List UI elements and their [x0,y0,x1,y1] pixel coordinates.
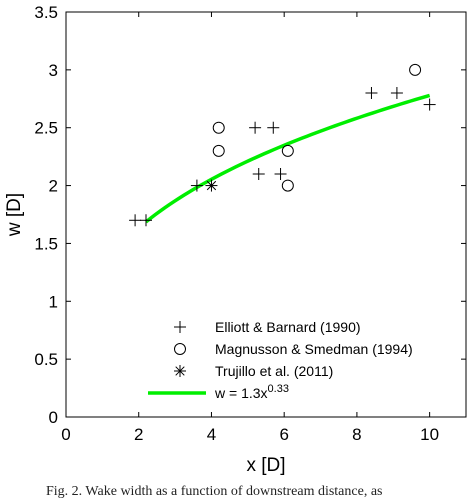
y-axis-label: w [D] [4,193,25,237]
x-tick-label: 2 [134,425,143,444]
legend-marker-plus [174,321,186,333]
y-tick-label: 1.5 [34,234,58,253]
data-point-plus [252,168,265,180]
y-tick-label: 2.5 [34,119,58,138]
data-point-plus [190,179,203,192]
y-tick-label: 3.5 [34,3,58,22]
y-tick-label: 0 [49,408,58,427]
fit-curve [144,93,431,224]
figure-caption: Fig. 2. Wake width as a function of down… [46,484,383,499]
data-point-plus [365,87,378,99]
legend-marker-circle [174,343,186,355]
x-tick-label: 6 [279,425,288,444]
x-axis-label: x [D] [246,455,285,476]
legend-label: Elliott & Barnard (1990) [215,319,361,335]
legend-label: w = 1.3x0.33 [214,383,289,401]
legend-label: Trujillo et al. (2011) [215,363,333,379]
x-tick-label: 0 [61,425,70,444]
x-tick-label: 4 [207,425,216,444]
y-tick-label: 3 [49,61,58,80]
data-point-circle [409,63,422,76]
x-tick-label: 8 [352,425,361,444]
data-point-circle [281,179,294,192]
data-point-circle [212,144,225,157]
data-point-plus [274,168,287,180]
y-tick-label: 2 [49,177,58,196]
legend-label-superscript: 0.33 [268,383,289,395]
data-point-plus [390,87,403,99]
data-point-plus [249,121,262,134]
data-point-plus [129,214,142,227]
data-point-circle [281,144,294,157]
y-tick-label: 1 [49,292,58,311]
legend-label: Magnusson & Smedman (1994) [215,341,413,357]
plot-frame [65,11,467,418]
data-point-circle [212,121,225,134]
legend-marker-asterisk [174,365,186,377]
legend: Elliott & Barnard (1990) Magnusson & Smed… [148,319,413,401]
y-tick-label: 0.5 [34,350,58,369]
data-point-plus [267,121,280,134]
data-point-plus [423,98,436,111]
x-tick-label: 10 [420,425,439,444]
data-point-asterisk [205,179,218,192]
data-point-plus [140,214,152,227]
